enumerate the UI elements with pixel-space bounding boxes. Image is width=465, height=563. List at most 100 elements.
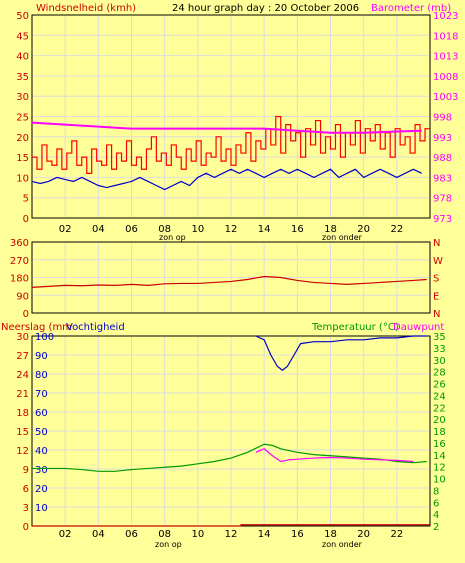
right-tick-label-3: 18	[433, 427, 446, 438]
x-tick-label: 04	[92, 224, 105, 235]
x-tick-label: 14	[258, 529, 271, 540]
right-tick-label-1: 983	[433, 173, 452, 184]
right-tick-label-3: 16	[433, 439, 446, 450]
left-tick-label-2: 90	[16, 291, 29, 302]
left-tick-label-3: 9	[23, 465, 29, 476]
left-tick-label-3: 21	[16, 389, 29, 400]
humidity-tick-label: 100	[35, 332, 54, 343]
right-tick-label-1: 973	[433, 214, 452, 225]
x-tick-label: 06	[125, 529, 138, 540]
x-tick-label: 18	[324, 224, 337, 235]
left-tick-label-1: 20	[16, 133, 29, 144]
x-tick-label: 16	[291, 529, 304, 540]
left-tick-label-3: 0	[23, 522, 29, 533]
x-tick-label: 18	[324, 529, 337, 540]
left-tick-label-2: 360	[10, 238, 29, 249]
left-tick-label-2: 180	[10, 274, 29, 285]
right-tick-label-1: 998	[433, 113, 452, 124]
right-tick-label-3: 2	[433, 522, 439, 533]
left-tick-label-1: 45	[16, 31, 29, 42]
right-tick-label-1: 993	[433, 133, 452, 144]
humidity-tick-label: 60	[35, 408, 48, 419]
left-tick-label-1: 30	[16, 92, 29, 103]
right-tick-label-3: 12	[433, 463, 446, 474]
right-tick-label-3: 35	[433, 332, 446, 343]
x-tick-label: 02	[59, 529, 72, 540]
series-line-gust	[32, 115, 430, 174]
series-line-average	[31, 168, 422, 191]
right-tick-label-3: 8	[433, 486, 439, 497]
right-tick-label-1: 1023	[433, 11, 458, 22]
sunset-label: zon onder	[322, 233, 363, 242]
x-tick-label: 04	[92, 529, 105, 540]
right-tick-label-2: S	[433, 274, 439, 285]
right-tick-label-1: 978	[433, 194, 452, 205]
humidity-tick-label: 80	[35, 370, 48, 381]
x-tick-label: 22	[390, 529, 403, 540]
left-tick-label-2: 0	[23, 309, 29, 320]
left-tick-label-3: 6	[23, 484, 29, 495]
right-tick-label-3: 6	[433, 498, 439, 509]
left-tick-label-1: 35	[16, 72, 29, 83]
left-tick-label-3: 12	[16, 446, 29, 457]
right-tick-label-3: 10	[433, 475, 446, 486]
humidity-axis-title: Vochtigheid	[66, 322, 125, 333]
left-tick-label-3: 18	[16, 408, 29, 419]
right-tick-label-1: 1003	[433, 92, 458, 103]
right-tick-label-3: 4	[433, 510, 439, 521]
left-tick-label-3: 3	[23, 503, 29, 514]
sunset-label-bottom: zon onder	[322, 540, 363, 549]
x-tick-label: 02	[59, 224, 72, 235]
series-line-dewpoint	[255, 448, 414, 463]
left-tick-label-1: 10	[16, 173, 29, 184]
right-tick-label-1: 1018	[433, 31, 458, 42]
series-line-rain	[32, 524, 430, 527]
right-tick-label-3: 24	[433, 391, 446, 402]
chart-title: 24 hour graph day : 20 October 2006	[172, 3, 359, 14]
left-tick-label-2: 270	[10, 256, 29, 267]
humidity-tick-label: 10	[35, 503, 48, 514]
left-tick-label-1: 5	[23, 194, 29, 205]
humidity-tick-label: 40	[35, 446, 48, 457]
series-line-barometer	[31, 121, 422, 134]
left-tick-label-1: 0	[23, 214, 29, 225]
right-tick-label-1: 1013	[433, 52, 458, 63]
temperature-axis-title: Temperatuur (°C)	[311, 322, 399, 333]
x-tick-label: 10	[191, 224, 204, 235]
right-tick-label-2: W	[433, 256, 443, 267]
right-tick-label-3: 33	[433, 344, 446, 355]
series-line-temperature	[32, 443, 427, 472]
humidity-tick-label: 20	[35, 484, 48, 495]
x-tick-label: 20	[357, 529, 370, 540]
right-tick-label-2: N	[433, 238, 440, 249]
right-tick-label-3: 30	[433, 356, 446, 367]
rain-axis-title: Neerslag (mm	[1, 322, 72, 333]
right-tick-label-3: 22	[433, 403, 446, 414]
left-tick-label-3: 15	[16, 427, 29, 438]
right-tick-label-3: 14	[433, 451, 446, 462]
left-tick-label-1: 50	[16, 11, 29, 22]
x-tick-label: 12	[225, 529, 238, 540]
left-tick-label-1: 40	[16, 52, 29, 63]
right-tick-label-1: 988	[433, 153, 452, 164]
series-line-humidity	[255, 335, 427, 371]
x-tick-label: 14	[258, 224, 271, 235]
wind-axis-title: Windsnelheid (kmh)	[36, 3, 136, 14]
x-tick-label: 08	[158, 529, 171, 540]
right-tick-label-3: 20	[433, 415, 446, 426]
barometer-axis-title: Barometer (mb)	[371, 3, 451, 14]
x-tick-label: 06	[125, 224, 138, 235]
humidity-tick-label: 50	[35, 427, 48, 438]
left-tick-label-3: 30	[16, 332, 29, 343]
humidity-tick-label: 30	[35, 465, 48, 476]
x-tick-label: 16	[291, 224, 304, 235]
left-tick-label-1: 25	[16, 113, 29, 124]
left-tick-label-1: 15	[16, 153, 29, 164]
humidity-tick-label: 70	[35, 389, 48, 400]
x-tick-label: 22	[390, 224, 403, 235]
x-tick-label: 12	[225, 224, 238, 235]
sunrise-label-bottom: zon op	[155, 540, 182, 549]
dewpoint-axis-title: Dauwpunt	[393, 322, 444, 333]
